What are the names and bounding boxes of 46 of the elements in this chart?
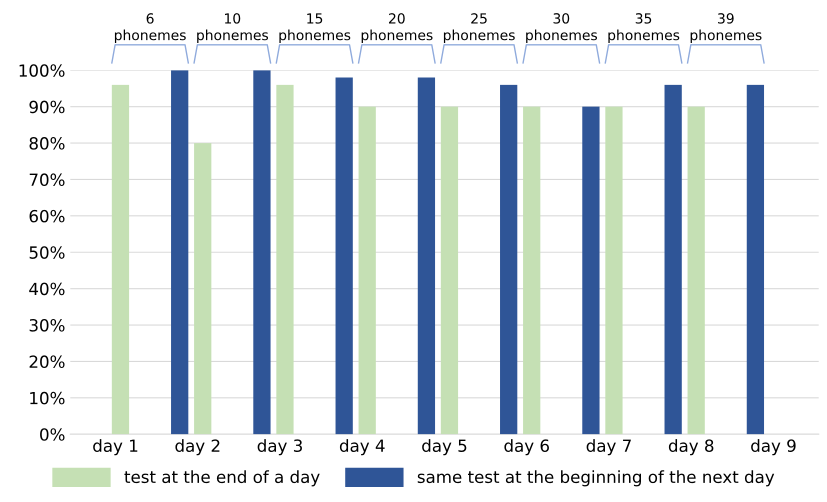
x-tick-label: day 5: [422, 439, 466, 456]
x-tick-label: day 3: [258, 439, 302, 456]
text: 25 phonemes: [444, 13, 515, 43]
y-tick-label: 80%: [30, 137, 65, 150]
legend-label: same test at the beginning of the next day: [418, 470, 774, 486]
text: 39 phonemes: [690, 13, 762, 43]
text: 15 phonemes: [279, 13, 350, 43]
x-tick-label: day 9: [751, 439, 796, 456]
y-tick-label: 50%: [30, 246, 65, 259]
y-tick-label: 40%: [29, 282, 65, 296]
bar: [664, 84, 682, 434]
x-tick-label: day 2: [175, 439, 220, 456]
bar: [523, 106, 540, 434]
text: 30 phonemes: [526, 13, 598, 43]
text: 20 phonemes: [362, 13, 433, 43]
bar: [276, 84, 294, 434]
y-tick-label: 100%: [20, 64, 65, 77]
bar: [358, 106, 376, 434]
text: 35 phonemes: [608, 13, 680, 43]
bar: [500, 84, 518, 434]
y-tick-label: 90%: [29, 100, 65, 114]
y-tick-label: 30%: [30, 319, 65, 332]
y-tick-label: 0%: [40, 428, 65, 441]
bar: [440, 106, 458, 434]
bar: [605, 106, 623, 434]
bar: [171, 70, 188, 434]
legend-label: test at the end of a day: [124, 470, 320, 486]
text: 10 phonemes: [197, 13, 268, 43]
x-tick-label: day 4: [340, 439, 385, 456]
x-tick-label: day 7: [586, 439, 631, 456]
y-tick-label: 20%: [30, 355, 65, 368]
bar: [746, 84, 764, 434]
bar: [253, 70, 271, 434]
y-tick-label: 60%: [30, 210, 65, 222]
bar: [688, 106, 705, 434]
x-tick-label: day 1: [93, 439, 138, 456]
bar: [418, 78, 436, 434]
x-tick-label: day 8: [668, 439, 714, 456]
bar: [112, 84, 130, 434]
bar: [582, 106, 600, 434]
y-tick-label: 70%: [30, 173, 65, 186]
bar: [194, 143, 212, 434]
text: 6 phonemes: [114, 13, 186, 43]
y-tick-label: 10%: [30, 392, 65, 404]
bar: [336, 78, 353, 434]
x-tick-label: day 6: [504, 439, 549, 456]
